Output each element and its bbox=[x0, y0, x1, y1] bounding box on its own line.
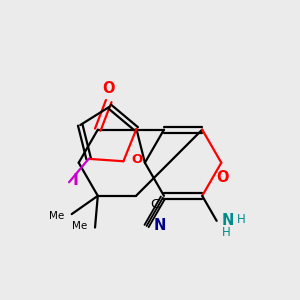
Text: H: H bbox=[222, 226, 230, 239]
Text: N: N bbox=[153, 218, 166, 233]
Text: I: I bbox=[72, 173, 78, 188]
Text: O: O bbox=[103, 81, 115, 96]
Text: C: C bbox=[150, 198, 160, 211]
Text: N: N bbox=[222, 213, 234, 228]
Text: Me: Me bbox=[72, 221, 87, 231]
Text: H: H bbox=[237, 213, 246, 226]
Text: Me: Me bbox=[49, 211, 64, 221]
Text: O: O bbox=[216, 170, 229, 185]
Text: O: O bbox=[131, 153, 142, 166]
